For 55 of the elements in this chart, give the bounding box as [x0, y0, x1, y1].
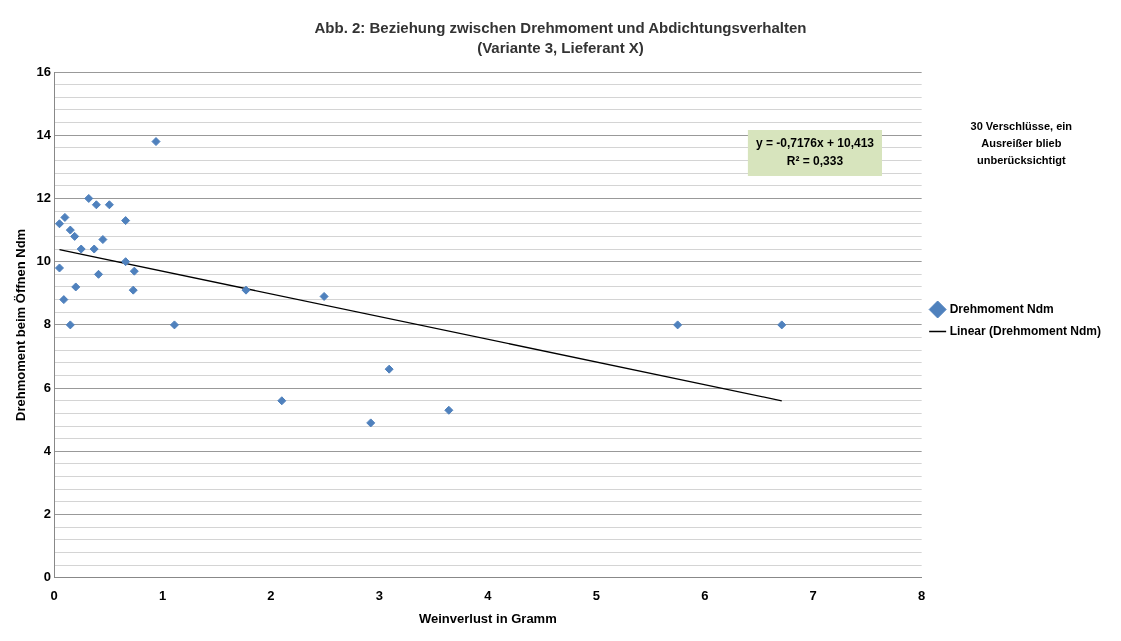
y-tick-label: 16 [36, 63, 52, 79]
point [71, 282, 81, 292]
point [65, 225, 75, 235]
point [121, 216, 131, 226]
y-tick-label: 8 [43, 316, 52, 332]
legend-label: Linear (Drehmoment Ndm) [949, 323, 1102, 338]
x-tick-label: 7 [809, 588, 817, 604]
point [54, 263, 64, 273]
annotation: R² = 0,333 [786, 154, 844, 169]
point [444, 405, 454, 415]
annotation: y = -0,7176x + 10,413 [755, 136, 875, 151]
y-tick-label: 0 [43, 569, 52, 585]
x-tick-label: 8 [918, 588, 926, 604]
y-tick-label: 2 [43, 506, 52, 522]
point [384, 364, 394, 374]
point [241, 285, 251, 295]
point [104, 200, 114, 210]
chart-subtitle: (Variante 3, Lieferant X) [477, 39, 644, 57]
y-tick-label: 4 [43, 442, 52, 458]
point [169, 320, 179, 330]
point [94, 269, 104, 279]
x-axis-title: Weinverlust in Gramm [418, 610, 557, 626]
point [60, 212, 70, 222]
point [89, 244, 99, 254]
point [54, 219, 64, 229]
y-tick-label: 10 [36, 253, 52, 269]
y-tick-label: 6 [43, 379, 52, 395]
point [65, 320, 75, 330]
x-tick-label: 5 [592, 588, 600, 604]
point [129, 266, 139, 276]
point [98, 235, 108, 245]
y-axis-title: Drehmoment beim Öffnen Ndm [13, 228, 29, 421]
point [777, 320, 787, 330]
point [673, 320, 683, 330]
x-tick-label: 1 [158, 588, 167, 604]
x-tick-label: 2 [267, 588, 275, 604]
y-tick-label: 12 [36, 190, 52, 206]
legend-label: Drehmoment Ndm [949, 301, 1054, 316]
x-tick-label: 4 [484, 588, 493, 604]
point [59, 295, 69, 305]
point [121, 257, 131, 267]
point [319, 291, 329, 301]
point [76, 244, 86, 254]
chart-title: Abb. 2: Beziehung zwischen Drehmoment und Abdichtungsverhalten [314, 19, 807, 37]
point [277, 396, 287, 406]
point [70, 231, 80, 241]
point [91, 200, 101, 210]
text: 30 Verschlüsse, ein Ausreißer blieb unberücksichtigt [970, 120, 1073, 167]
x-tick-label: 6 [701, 588, 709, 604]
x-tick-label: 3 [375, 588, 384, 604]
point [84, 193, 94, 203]
point [366, 418, 376, 428]
point [128, 285, 138, 295]
point [151, 137, 161, 147]
y-tick-label: 14 [36, 126, 52, 142]
